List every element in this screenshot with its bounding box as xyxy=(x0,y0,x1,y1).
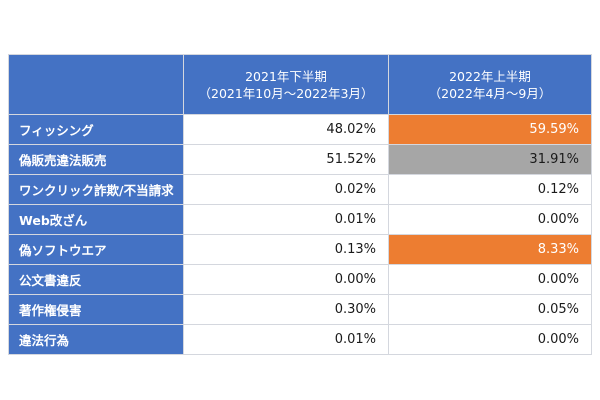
table-header-row: 2021年下半期 （2021年10月～2022年3月） 2022年上半期 （20… xyxy=(8,54,592,115)
table-row: 公文書違反 0.00% 0.00% xyxy=(8,264,592,295)
column-title: 2021年下半期 xyxy=(245,68,327,84)
value-2022h1: 8.33% xyxy=(388,234,592,265)
column-header-2022h1: 2022年上半期 （2022年4月～9月） xyxy=(388,54,592,115)
value-2021h2: 0.01% xyxy=(183,324,389,355)
row-label: 著作権侵害 xyxy=(8,294,184,325)
header-corner-cell xyxy=(8,54,184,115)
column-title: 2022年上半期 xyxy=(449,68,531,84)
value-2021h2: 0.30% xyxy=(183,294,389,325)
row-label: 偽ソフトウエア xyxy=(8,234,184,265)
comparison-table: 2021年下半期 （2021年10月～2022年3月） 2022年上半期 （20… xyxy=(8,54,592,355)
table-row: ワンクリック詐欺/不当請求 0.02% 0.12% xyxy=(8,174,592,205)
value-2021h2: 0.00% xyxy=(183,264,389,295)
value-2022h1: 0.05% xyxy=(388,294,592,325)
value-2022h1: 0.00% xyxy=(388,264,592,295)
value-2021h2: 0.01% xyxy=(183,204,389,235)
row-label: 違法行為 xyxy=(8,324,184,355)
value-2022h1: 0.00% xyxy=(388,204,592,235)
value-2022h1: 0.00% xyxy=(388,324,592,355)
value-2021h2: 51.52% xyxy=(183,144,389,175)
value-2022h1: 31.91% xyxy=(388,144,592,175)
row-label: 公文書違反 xyxy=(8,264,184,295)
table-row: 著作権侵害 0.30% 0.05% xyxy=(8,294,592,325)
table-row: フィッシング 48.02% 59.59% xyxy=(8,114,592,145)
column-header-2021h2: 2021年下半期 （2021年10月～2022年3月） xyxy=(183,54,389,115)
table-row: 偽ソフトウエア 0.13% 8.33% xyxy=(8,234,592,265)
row-label: ワンクリック詐欺/不当請求 xyxy=(8,174,184,205)
value-2021h2: 0.13% xyxy=(183,234,389,265)
table-row: Web改ざん 0.01% 0.00% xyxy=(8,204,592,235)
column-subtitle: （2022年4月～9月） xyxy=(428,85,552,101)
row-label: Web改ざん xyxy=(8,204,184,235)
column-subtitle: （2021年10月～2022年3月） xyxy=(198,85,374,101)
table-row: 違法行為 0.01% 0.00% xyxy=(8,324,592,355)
table-row: 偽販売違法販売 51.52% 31.91% xyxy=(8,144,592,175)
value-2022h1: 59.59% xyxy=(388,114,592,145)
value-2021h2: 0.02% xyxy=(183,174,389,205)
value-2021h2: 48.02% xyxy=(183,114,389,145)
value-2022h1: 0.12% xyxy=(388,174,592,205)
row-label: 偽販売違法販売 xyxy=(8,144,184,175)
row-label: フィッシング xyxy=(8,114,184,145)
